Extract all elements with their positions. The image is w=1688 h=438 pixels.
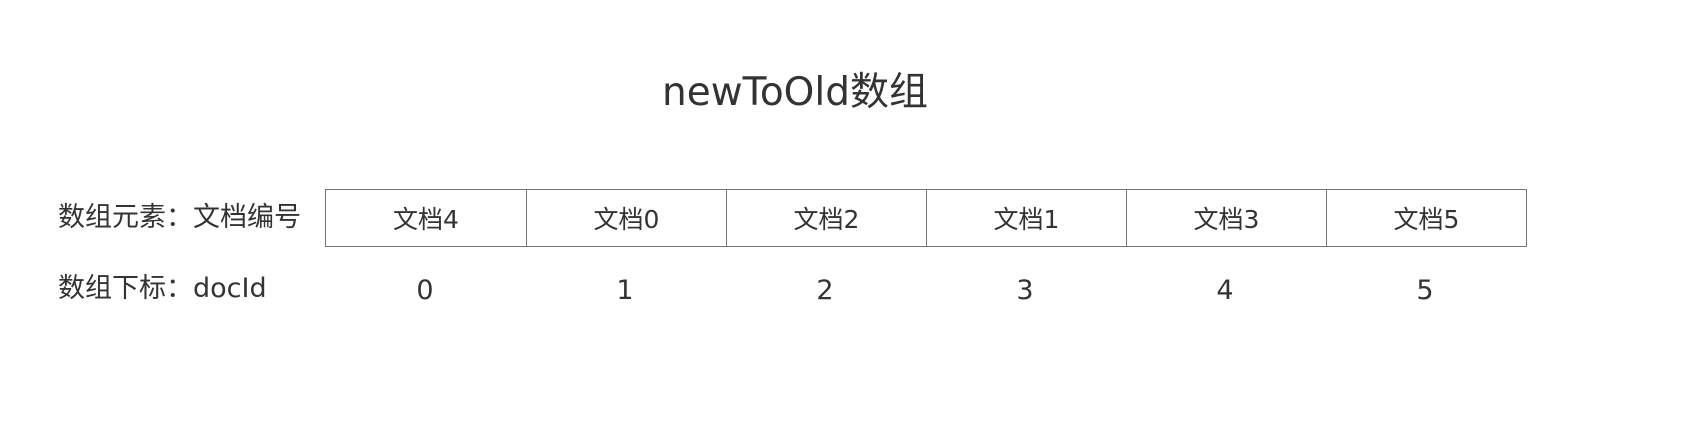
diagram-title: newToOld数组	[662, 70, 928, 115]
array-cell: 文档2	[726, 190, 926, 246]
array-cell: 文档3	[1126, 190, 1326, 246]
array-index: 1	[616, 275, 634, 306]
array-indices: 0 1 2 3 4 5	[325, 274, 1525, 308]
array-index: 5	[1416, 275, 1434, 306]
array-index: 0	[416, 275, 434, 306]
indices-row-label: 数组下标：docId	[58, 273, 267, 304]
array-cell: 文档1	[926, 190, 1126, 246]
array-index: 3	[1016, 275, 1034, 306]
elements-row-label: 数组元素：文档编号	[58, 202, 301, 233]
array-index: 2	[816, 275, 834, 306]
array-cell: 文档0	[526, 190, 726, 246]
array-cells: 文档4 文档0 文档2 文档1 文档3 文档5	[325, 189, 1527, 247]
array-cell: 文档4	[393, 205, 459, 234]
array-index: 4	[1216, 275, 1234, 306]
array-cell: 文档5	[1326, 190, 1526, 246]
